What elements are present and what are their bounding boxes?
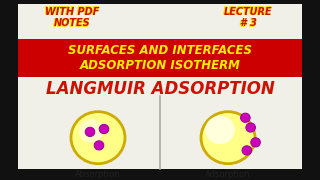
- Circle shape: [205, 116, 235, 144]
- Text: WITH PDF
NOTES: WITH PDF NOTES: [45, 7, 100, 29]
- Text: SURFACES AND INTERFACES: SURFACES AND INTERFACES: [68, 44, 252, 57]
- Text: WITH PDF
NOTES: WITH PDF NOTES: [45, 6, 100, 28]
- Circle shape: [85, 127, 95, 136]
- Text: LECTURE
# 3: LECTURE # 3: [223, 6, 272, 28]
- Text: WITH PDF
NOTES: WITH PDF NOTES: [44, 6, 99, 28]
- Circle shape: [246, 123, 255, 132]
- Text: WITH PDF
NOTES: WITH PDF NOTES: [45, 6, 99, 28]
- Circle shape: [99, 124, 109, 134]
- Circle shape: [242, 146, 252, 155]
- Text: LECTURE
# 3: LECTURE # 3: [224, 6, 272, 28]
- Text: Absorption: Absorption: [75, 170, 121, 179]
- Text: LECTURE
# 3: LECTURE # 3: [224, 6, 273, 28]
- Text: WITH PDF
NOTES: WITH PDF NOTES: [44, 7, 99, 29]
- Bar: [18, 39, 302, 77]
- Circle shape: [71, 112, 125, 164]
- Text: LECTURE
# 3: LECTURE # 3: [223, 7, 272, 29]
- Text: LECTURE
# 3: LECTURE # 3: [224, 7, 273, 29]
- Text: ADSORPTION ISOTHERM: ADSORPTION ISOTHERM: [80, 59, 240, 72]
- Text: Adsorption: Adsorption: [205, 170, 251, 179]
- Circle shape: [79, 119, 103, 143]
- Bar: [18, 4, 302, 169]
- Text: LANGMUIR ADSORPTION: LANGMUIR ADSORPTION: [46, 80, 274, 98]
- Circle shape: [241, 113, 250, 122]
- Circle shape: [94, 141, 104, 150]
- Circle shape: [201, 112, 255, 164]
- Circle shape: [251, 138, 260, 147]
